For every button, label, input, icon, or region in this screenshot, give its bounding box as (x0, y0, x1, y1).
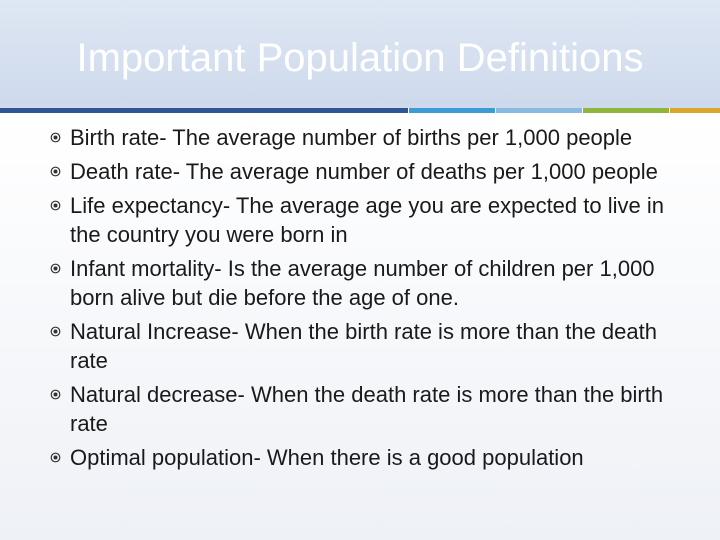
accent-segment (0, 108, 408, 113)
list-item-text: Natural decrease- When the death rate is… (70, 382, 664, 436)
circle-bullet-icon (50, 452, 61, 463)
list-item: Infant mortality- Is the average number … (50, 254, 670, 312)
circle-bullet-icon (50, 263, 61, 274)
list-item: Natural decrease- When the death rate is… (50, 380, 670, 438)
list-item: Natural Increase- When the birth rate is… (50, 317, 670, 375)
circle-bullet-icon (50, 326, 61, 337)
list-item-text: Death rate- The average number of deaths… (70, 159, 658, 184)
list-item-text: Infant mortality- Is the average number … (70, 256, 655, 310)
title-header: Important Population Definitions (0, 0, 720, 108)
accent-segment (409, 108, 495, 113)
list-item: Birth rate- The average number of births… (50, 123, 670, 152)
definition-list: Birth rate- The average number of births… (50, 123, 670, 477)
accent-segment (496, 108, 582, 113)
list-item-text: Optimal population- When there is a good… (70, 445, 584, 470)
list-item: Life expectancy- The average age you are… (50, 191, 670, 249)
slide-body: Birth rate- The average number of births… (0, 113, 720, 540)
accent-bar (0, 108, 720, 113)
list-item-text: Natural Increase- When the birth rate is… (70, 319, 657, 373)
circle-bullet-icon (50, 389, 61, 400)
list-item-text: Life expectancy- The average age you are… (70, 193, 664, 247)
circle-bullet-icon (50, 166, 61, 177)
list-item: Optimal population- When there is a good… (50, 443, 670, 472)
list-item: Death rate- The average number of deaths… (50, 157, 670, 186)
accent-segment (583, 108, 669, 113)
list-item-text: Birth rate- The average number of births… (70, 125, 633, 150)
accent-segment (670, 108, 720, 113)
slide-title: Important Population Definitions (76, 36, 644, 80)
circle-bullet-icon (50, 132, 61, 143)
circle-bullet-icon (50, 200, 61, 211)
